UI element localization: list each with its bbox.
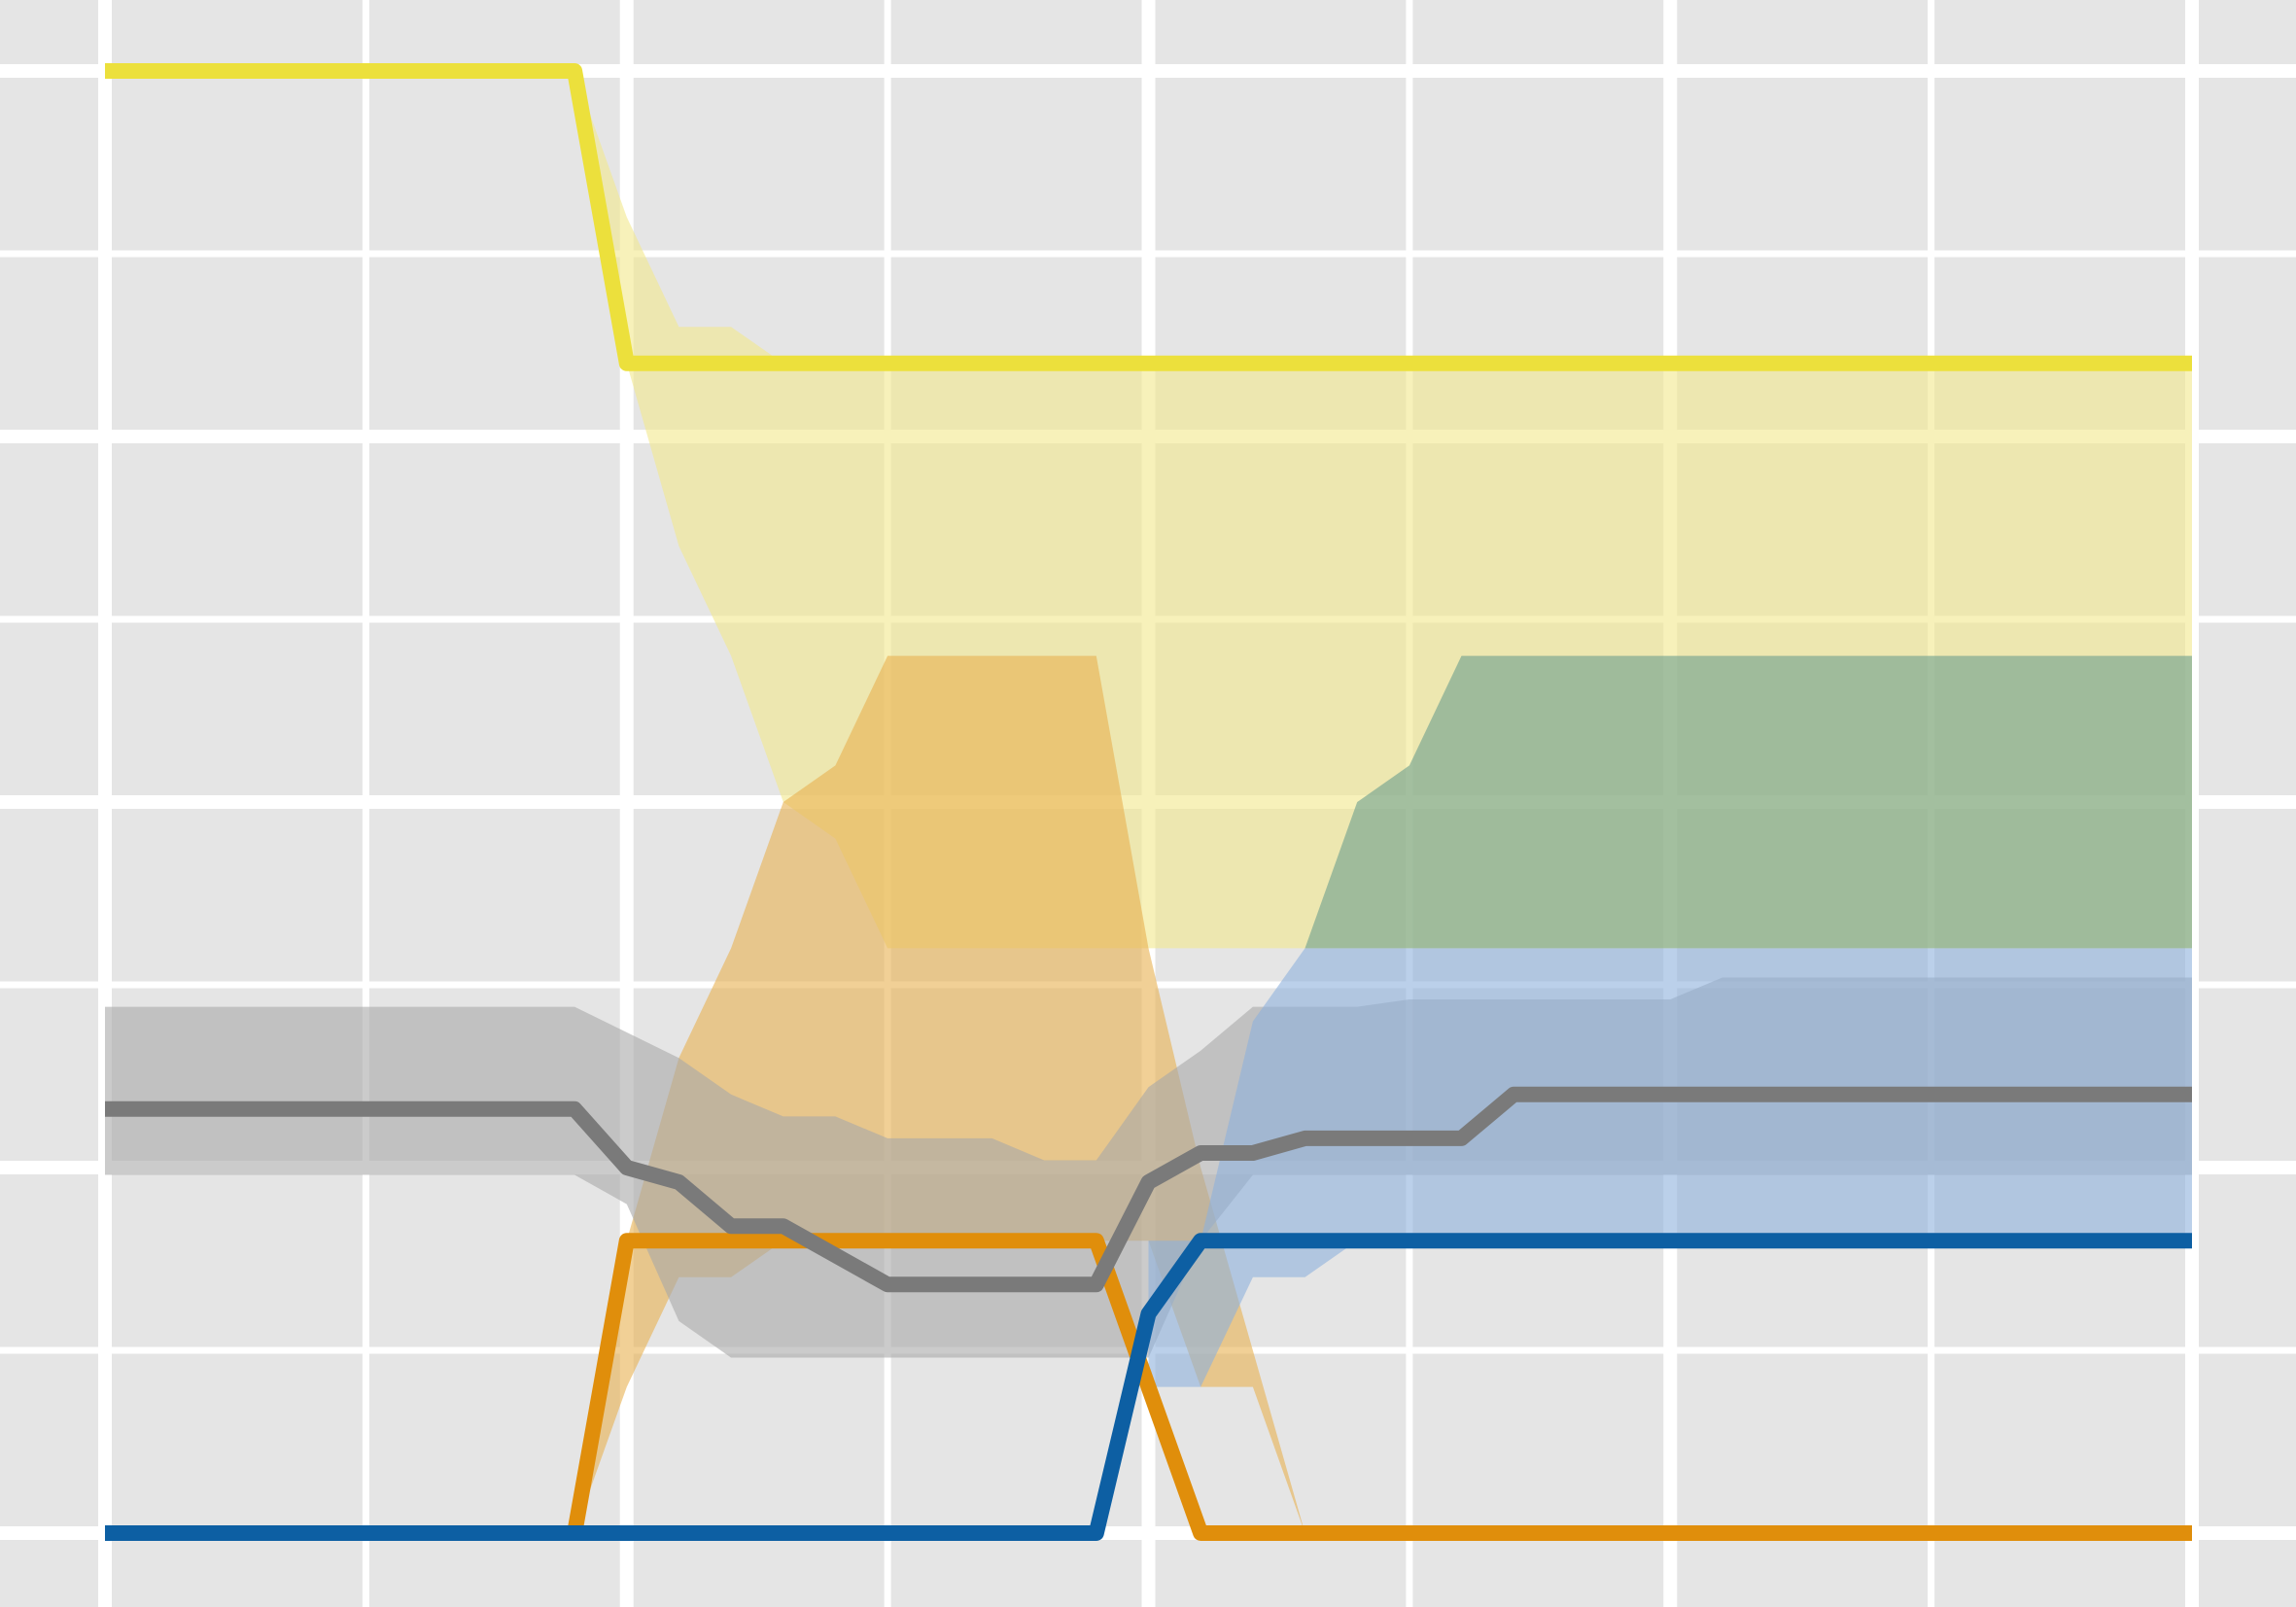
series-lines xyxy=(105,63,2192,1541)
band-series-4 xyxy=(1305,655,2192,949)
confidence-bands xyxy=(105,71,2192,1533)
line-series-3 xyxy=(105,1233,2192,1541)
line-series-2 xyxy=(105,1086,2192,1293)
band-series-1 xyxy=(574,655,1305,1533)
line-series-0 xyxy=(105,63,2192,371)
line-series-1 xyxy=(567,1233,2192,1541)
band-series-3 xyxy=(1148,948,2192,1387)
